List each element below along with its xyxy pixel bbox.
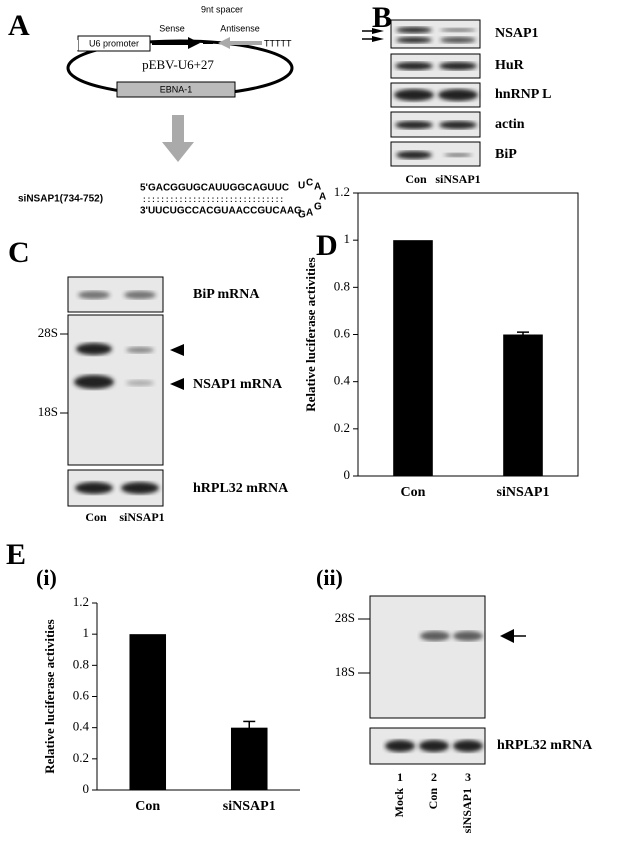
gene-label: EBNA-1 (160, 84, 193, 94)
lane-label: Con (85, 510, 107, 524)
lane-number: 3 (465, 770, 471, 784)
panel-label: D (316, 229, 338, 262)
subpanel-label: (ii) (316, 565, 343, 590)
blot-label: NSAP1 mRNA (193, 377, 283, 392)
y-tick-label: 0 (344, 467, 351, 482)
lane-number: 2 (431, 770, 437, 784)
y-tick-label: 0.6 (334, 325, 351, 340)
top-strand: 5'GACGGUGCAUUGGCAGUUC (140, 183, 289, 194)
y-tick-label: 1 (83, 625, 90, 640)
spacer-label: 9nt spacer (201, 4, 243, 14)
down-arrow-head (162, 142, 194, 162)
sense-arrow-head (188, 37, 200, 49)
lane-label: Con (426, 788, 440, 810)
loop-base: A (314, 182, 321, 193)
x-tick-label: siNSAP1 (497, 485, 550, 500)
bar (230, 727, 268, 790)
marker-label: 18S (335, 664, 355, 679)
y-tick-label: 1.2 (334, 184, 350, 199)
bar (129, 634, 167, 790)
y-tick-label: 0.8 (73, 656, 89, 671)
marker-label: 28S (38, 325, 58, 340)
arrowhead (170, 344, 184, 356)
northern-blot (67, 276, 164, 507)
arrowhead (170, 378, 184, 390)
panel-label: E (6, 538, 26, 571)
ring-gap (64, 40, 78, 50)
sirna-label: siNSAP1(734-752) (18, 194, 103, 205)
plot-frame (357, 192, 579, 477)
x-tick-label: Con (135, 799, 160, 814)
antisense-label: Antisense (220, 23, 260, 33)
y-axis-label: Relative luciferase activities (42, 619, 57, 774)
marker-label: 18S (38, 404, 58, 419)
plasmid-label: pEBV-U6+27 (142, 57, 214, 72)
y-tick-label: 0.2 (334, 420, 350, 435)
blot-label: hRPL32 mRNA (497, 738, 593, 753)
y-tick-label: 0.6 (73, 687, 90, 702)
antisense-arrow-head (218, 37, 230, 49)
blot-label: hRPL32 mRNA (193, 481, 289, 496)
y-tick-label: 1.2 (73, 594, 89, 609)
subpanel-label: (i) (36, 565, 57, 590)
lane-label: siNSAP1 (119, 510, 164, 524)
arrow (372, 36, 384, 42)
loop-base: A (306, 208, 313, 219)
loop-base: C (306, 178, 313, 189)
blot (390, 19, 481, 167)
loop-base: A (319, 192, 326, 203)
loop-base: U (298, 181, 305, 192)
bottom-strand: 3'UUCUGCCACGUAACCGUCAAG (140, 206, 302, 217)
bar (393, 240, 433, 476)
terminator-label: TTTTT (264, 38, 292, 48)
y-tick-label: 0.4 (334, 373, 351, 388)
band-label: hnRNP L (495, 87, 551, 102)
panel-label: C (8, 236, 30, 269)
down-arrow (172, 115, 184, 143)
panel-label: B (372, 1, 392, 34)
y-axis-label: Relative luciferase activities (303, 257, 318, 412)
sense-label: Sense (159, 23, 185, 33)
y-tick-label: 0 (83, 781, 90, 796)
panel-label: A (8, 9, 30, 42)
marker-label: 28S (335, 610, 355, 625)
arrow (372, 28, 384, 34)
band-label: NSAP1 (495, 26, 539, 41)
blot-label: BiP mRNA (193, 287, 260, 302)
lane-label: siNSAP1 (460, 788, 474, 833)
y-tick-label: 0.8 (334, 278, 350, 293)
loop-base: G (298, 210, 306, 221)
lane-label: Con (405, 172, 427, 186)
band-label: actin (495, 117, 525, 132)
gene-box (116, 81, 236, 98)
band-label: BiP (495, 147, 517, 162)
y-tick-label: 0.4 (73, 719, 90, 734)
x-tick-label: Con (401, 485, 426, 500)
northern-blot (369, 595, 486, 765)
pairing: ::::::::::::::::::::::::::::::: (143, 195, 283, 204)
y-tick-label: 1 (344, 231, 351, 246)
lane-number: 1 (397, 770, 403, 784)
y-tick-label: 0.2 (73, 750, 89, 765)
x-tick-label: siNSAP1 (223, 799, 276, 814)
lane-label: siNSAP1 (435, 172, 480, 186)
loop-base: G (314, 202, 322, 213)
band-label: HuR (495, 58, 525, 73)
lane-label: Mock (392, 788, 406, 818)
promoter-label: U6 promoter (89, 38, 139, 48)
arrow (500, 629, 514, 643)
bar (503, 334, 543, 476)
